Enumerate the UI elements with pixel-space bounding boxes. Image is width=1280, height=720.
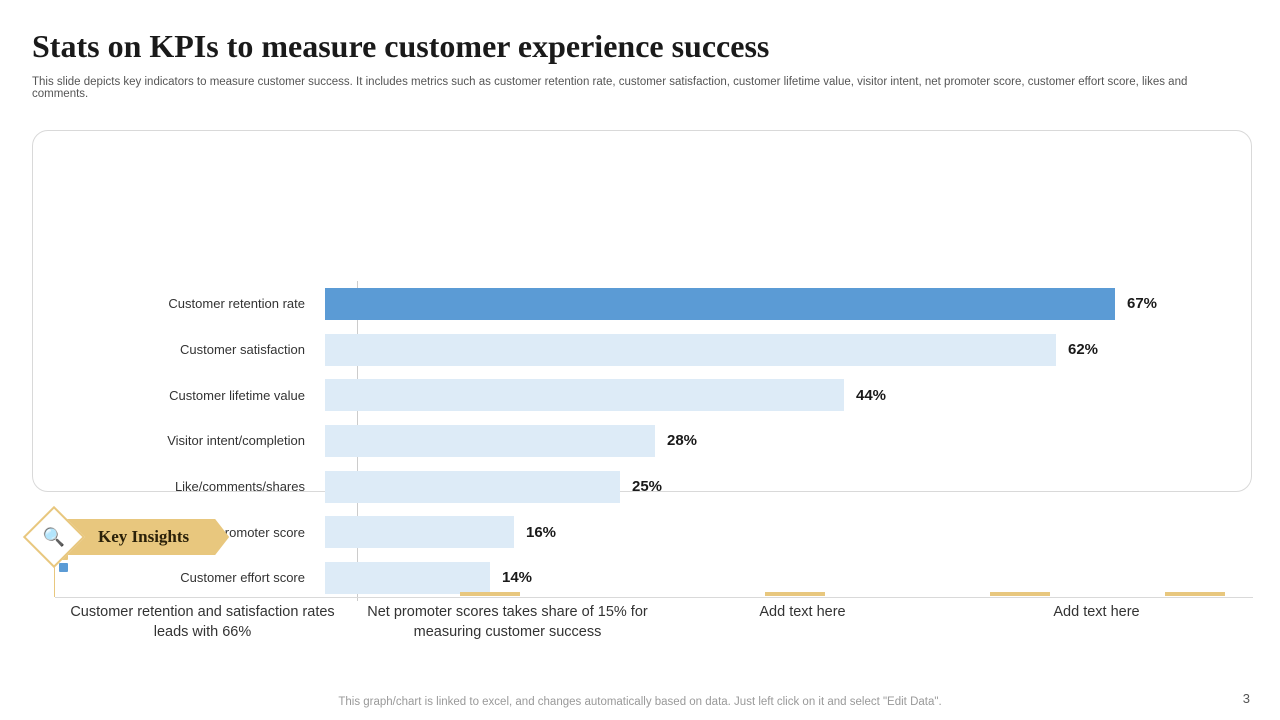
bar-fill-5[interactable] [325, 516, 514, 548]
bar-row-2[interactable]: Customer lifetime value 44% [65, 372, 1245, 418]
bar-row-3[interactable]: Visitor intent/completion 28% [65, 418, 1245, 464]
tick-mark-1 [765, 592, 825, 596]
bar-value-1: 62% [1068, 341, 1098, 358]
insight-item-1: Net promoter scores takes share of 15% f… [350, 602, 665, 643]
magnifier-icon: 🔍 [23, 506, 85, 568]
bar-label-6: Customer effort score [65, 570, 325, 585]
insight-tick-marks [55, 592, 1253, 598]
bar-row-1[interactable]: Customer satisfaction 62% [65, 327, 1245, 373]
bar-row-4[interactable]: Like/comments/shares 25% [65, 464, 1245, 510]
tick-mark-2 [990, 592, 1050, 596]
bar-value-4: 25% [632, 478, 662, 495]
bar-row-5[interactable]: Net promoter score 16% [65, 509, 1245, 555]
bar-value-2: 44% [856, 387, 886, 404]
bar-label-2: Customer lifetime value [65, 388, 325, 403]
insight-item-2: Add text here [665, 602, 940, 643]
bar-label-0: Customer retention rate [65, 296, 325, 311]
chart-container: Customer retention rate 67% Customer sat… [32, 130, 1252, 492]
tick-mark-0 [460, 592, 520, 596]
bar-label-3: Visitor intent/completion [65, 433, 325, 448]
bar-fill-1[interactable] [325, 334, 1056, 366]
page-title: Stats on KPIs to measure customer experi… [32, 28, 769, 65]
bar-value-6: 14% [502, 569, 532, 586]
page-subtitle: This slide depicts key indicators to mea… [32, 76, 1212, 100]
footer-note: This graph/chart is linked to excel, and… [0, 696, 1280, 708]
page-number: 3 [1243, 691, 1250, 706]
tick-mark-3 [1165, 592, 1225, 596]
key-insights-header: 🔍 Key Insights [32, 515, 229, 559]
bar-fill-3[interactable] [325, 425, 655, 457]
bar-row-0[interactable]: Customer retention rate 67% [65, 281, 1245, 327]
bar-fill-0[interactable] [325, 288, 1115, 320]
bar-fill-6[interactable] [325, 562, 490, 594]
insight-item-3: Add text here [940, 602, 1253, 643]
bar-value-5: 16% [526, 524, 556, 541]
bar-chart[interactable]: Customer retention rate 67% Customer sat… [65, 281, 1245, 601]
insight-item-0: Customer retention and satisfaction rate… [55, 602, 350, 643]
bar-value-0: 67% [1127, 295, 1157, 312]
bar-label-4: Like/comments/shares [65, 479, 325, 494]
bar-fill-2[interactable] [325, 379, 844, 411]
bar-label-1: Customer satisfaction [65, 342, 325, 357]
bar-fill-4[interactable] [325, 471, 620, 503]
key-insights-list: Customer retention and satisfaction rate… [55, 602, 1253, 643]
bar-value-3: 28% [667, 432, 697, 449]
